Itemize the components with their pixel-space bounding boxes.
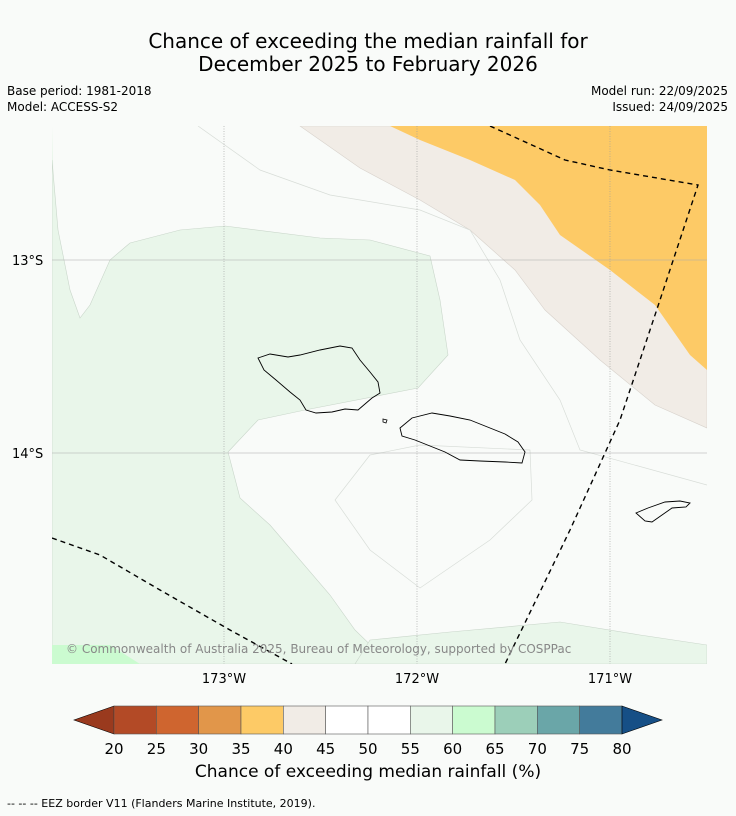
colorbar-swatch-75-80 [579, 705, 623, 735]
colorbar-tick-50: 50 [358, 740, 377, 758]
eez-border-east [489, 126, 699, 664]
colorbar-swatch-70-75 [537, 705, 580, 735]
colorbar-tick-25: 25 [147, 740, 166, 758]
colorbar-swatch-60-65 [452, 705, 496, 735]
model-name: Model: ACCESS-S2 [7, 100, 119, 114]
contour-line-1 [197, 126, 707, 486]
colorbar-tick-45: 45 [316, 740, 335, 758]
colorbar: 20 25 30 35 40 45 50 55 60 65 70 75 80 [73, 705, 663, 758]
colorbar-tick-40: 40 [274, 740, 293, 758]
colorbar-swatch-40-45 [283, 705, 326, 735]
colorbar-swatch-45-50 [325, 705, 369, 735]
lon-label-171w: 171°W [588, 672, 632, 687]
region-35-40 [390, 126, 707, 370]
title-line-1: Chance of exceeding the median rainfall … [148, 29, 588, 53]
contour-line-2 [334, 444, 533, 589]
chart-title: Chance of exceeding the median rainfall … [0, 30, 736, 76]
colorbar-tick-30: 30 [189, 740, 208, 758]
region-55-60-northwest [52, 159, 449, 664]
island-upolu [399, 412, 526, 464]
colorbar-under-arrow [73, 705, 115, 735]
eez-footer-note: -- -- -- EEZ border V11 (Flanders Marine… [7, 797, 316, 810]
colorbar-tick-65: 65 [485, 740, 504, 758]
eez-border-southwest [52, 537, 293, 664]
colorbar-tick-20: 20 [104, 740, 123, 758]
base-period: Base period: 1981-2018 [7, 84, 152, 98]
island-tutuila [635, 500, 691, 523]
colorbar-tick-75: 75 [570, 740, 589, 758]
lon-label-172w: 172°W [395, 672, 439, 687]
lon-label-173w: 173°W [202, 672, 246, 687]
colorbar-swatch-30-35 [198, 705, 242, 735]
colorbar-swatch-55-60 [410, 705, 453, 735]
map-area: © Commonwealth of Australia 2025, Bureau… [52, 126, 707, 664]
colorbar-swatch-25-30 [156, 705, 199, 735]
colorbar-tick-35: 35 [231, 740, 250, 758]
issued-date: Issued: 24/09/2025 [612, 100, 728, 114]
colorbar-label: Chance of exceeding median rainfall (%) [194, 762, 542, 782]
title-line-2: December 2025 to February 2026 [198, 52, 538, 76]
meta-left: Base period: 1981-2018 Model: ACCESS-S2 [7, 83, 152, 115]
island-savaii [257, 345, 381, 414]
colorbar-swatch-65-70 [494, 705, 538, 735]
colorbar-tick-70: 70 [528, 740, 547, 758]
colorbar-over-arrow [621, 705, 663, 735]
meta-right: Model run: 22/09/2025 Issued: 24/09/2025 [591, 83, 728, 115]
region-60-65 [52, 645, 140, 664]
island-manono [382, 418, 388, 424]
lat-label-13s: 13°S [12, 254, 43, 269]
model-run: Model run: 22/09/2025 [590, 84, 728, 98]
region-55-60-south [354, 621, 707, 664]
colorbar-tick-80: 80 [612, 740, 631, 758]
colorbar-swatch-35-40 [240, 705, 284, 735]
lat-label-14s: 14°S [12, 447, 43, 462]
colorbar-tick-60: 60 [443, 740, 462, 758]
colorbar-swatch-50-55 [367, 705, 411, 735]
colorbar-tick-55: 55 [401, 740, 420, 758]
colorbar-swatch-20-25 [113, 705, 157, 735]
copyright-text: © Commonwealth of Australia 2025, Bureau… [66, 642, 571, 656]
